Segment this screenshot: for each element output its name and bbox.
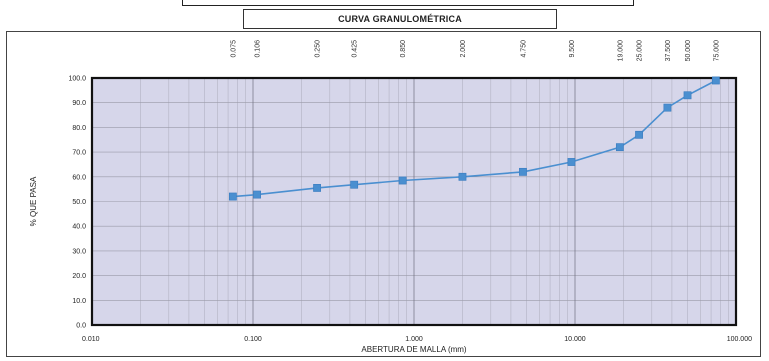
data-point bbox=[313, 184, 321, 192]
data-point bbox=[519, 167, 527, 176]
y-axis-ticks: 0.0 10.0 20.0 30.0 40.0 50.0 60.0 70.0 80.0 90.0 1… bbox=[68, 76, 86, 330]
sieve-label: 19.000 bbox=[617, 40, 624, 62]
sieve-label: 2.000 bbox=[460, 40, 467, 58]
sieve-label: 75.000 bbox=[713, 40, 720, 62]
sieve-label: 37.500 bbox=[665, 40, 672, 62]
chart-title: CURVA GRANULOMÉTRICA bbox=[338, 14, 462, 24]
y-tick-label: 20.0 bbox=[72, 273, 86, 280]
data-point bbox=[253, 190, 261, 199]
y-tick-label: 10.0 bbox=[72, 298, 86, 305]
plot-border bbox=[90, 76, 738, 327]
sieve-size-labels: 0.075 0.106 0.250 0.425 0.850 2.000 4.750 9.500… bbox=[230, 40, 720, 62]
data-point bbox=[228, 192, 237, 201]
y-tick-label: 50.0 bbox=[72, 199, 86, 206]
header-strip bbox=[182, 0, 634, 6]
x-tick-label: 1.000 bbox=[405, 336, 423, 343]
sieve-label: 50.000 bbox=[685, 40, 692, 62]
sieve-label: 0.250 bbox=[315, 40, 322, 58]
y-tick-label: 70.0 bbox=[72, 150, 86, 157]
data-point bbox=[458, 172, 467, 181]
y-tick-label: 90.0 bbox=[72, 100, 86, 107]
chart-title-box: CURVA GRANULOMÉTRICA bbox=[243, 9, 557, 29]
data-point bbox=[635, 130, 643, 139]
data-point bbox=[350, 180, 359, 189]
x-tick-label: 0.010 bbox=[82, 336, 100, 343]
sieve-label: 4.750 bbox=[520, 40, 527, 58]
x-axis-title: ABERTURA DE MALLA (mm) bbox=[361, 345, 467, 354]
x-tick-label: 10.000 bbox=[564, 336, 586, 343]
data-point bbox=[567, 158, 576, 166]
y-tick-label: 60.0 bbox=[72, 174, 86, 181]
data-point bbox=[711, 76, 720, 85]
y-tick-label: 80.0 bbox=[72, 125, 86, 132]
data-point bbox=[663, 103, 672, 112]
x-tick-label: 100.000 bbox=[727, 336, 752, 343]
sieve-label: 0.850 bbox=[400, 40, 407, 58]
x-tick-label: 0.100 bbox=[244, 336, 262, 343]
sieve-label: 0.075 bbox=[230, 40, 237, 58]
sieve-label: 0.425 bbox=[352, 40, 359, 58]
data-point bbox=[615, 143, 624, 152]
data-point bbox=[398, 176, 407, 185]
y-tick-label: 30.0 bbox=[72, 248, 86, 255]
sieve-label: 9.500 bbox=[569, 40, 576, 58]
y-axis-title: % QUE PASA bbox=[29, 176, 38, 226]
x-axis-ticks: 0.010 0.100 1.000 10.000 100.000 bbox=[82, 336, 752, 343]
sieve-label: 0.106 bbox=[255, 40, 262, 58]
y-tick-label: 40.0 bbox=[72, 224, 86, 231]
y-tick-label: 0.0 bbox=[76, 323, 86, 330]
data-point bbox=[683, 91, 692, 100]
data-points bbox=[228, 76, 720, 201]
sieve-label: 25.000 bbox=[637, 40, 644, 62]
y-tick-label: 100.0 bbox=[68, 76, 86, 83]
